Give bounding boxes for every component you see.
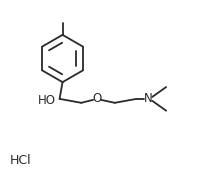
Text: HCl: HCl — [9, 154, 31, 167]
Text: HO: HO — [37, 94, 55, 107]
Text: N: N — [143, 92, 152, 105]
Text: O: O — [92, 92, 101, 105]
